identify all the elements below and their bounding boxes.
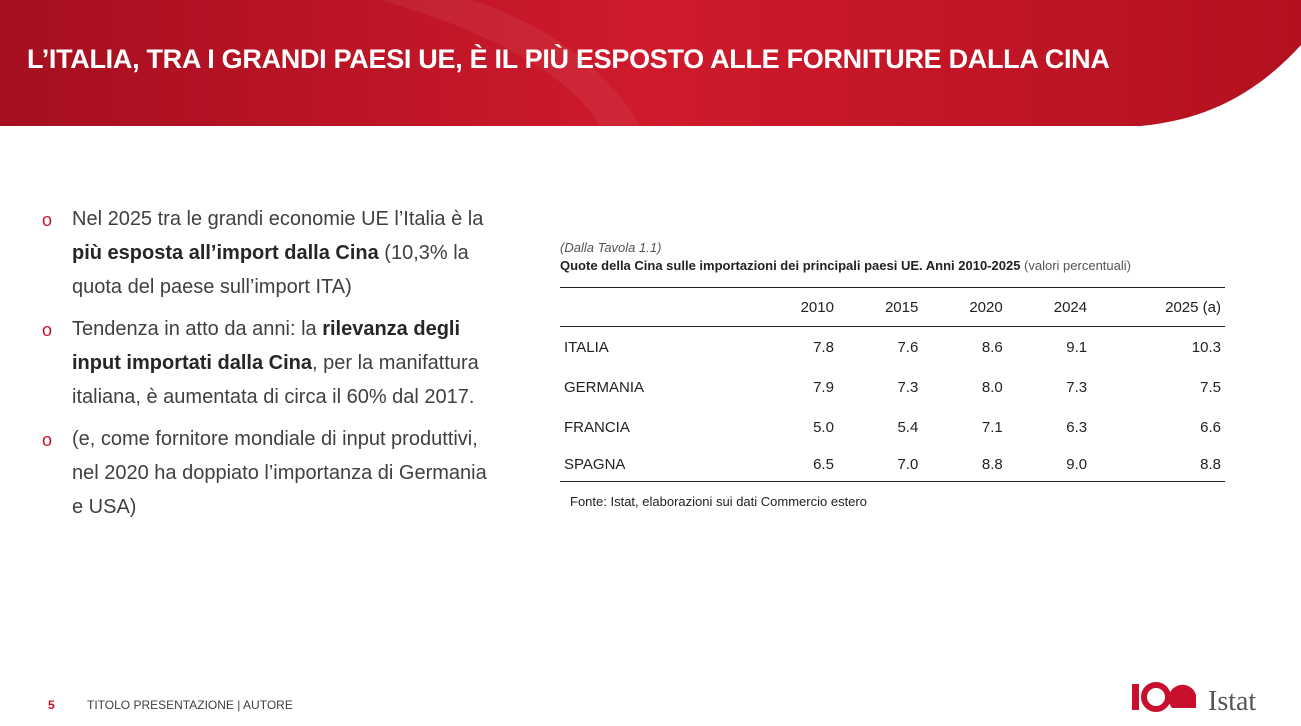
- bold-text: più esposta all’import dalla Cina: [72, 242, 379, 264]
- text: (e, come fornitore mondiale di input pro…: [72, 428, 487, 518]
- text: Tendenza in atto da anni: la: [72, 318, 323, 340]
- row-label: FRANCIA: [564, 418, 630, 436]
- column-header: 2010: [753, 287, 838, 327]
- cell: 8.0: [981, 378, 1003, 396]
- cell: 8.6: [981, 338, 1003, 356]
- cell: 9.1: [1066, 338, 1088, 356]
- page-number: 5: [48, 698, 55, 712]
- column-header: 2015: [837, 287, 923, 327]
- bullet: (e, come fornitore mondiale di input pro…: [42, 422, 502, 524]
- table-block: (Dalla Tavola 1.1) Quote della Cina sull…: [560, 240, 1225, 509]
- cell: 6.5: [753, 447, 838, 482]
- bold-text: rilevanza degli input importati dalla Ci…: [72, 318, 461, 374]
- header-banner: [0, 0, 1301, 126]
- column-header: 2020: [922, 287, 1007, 327]
- bullet: Nel 2025 tra le grandi economie UE l’Ita…: [42, 202, 502, 304]
- cell: 7.3: [1066, 378, 1088, 396]
- table-title-line: Quote della Cina sulle importazioni dei …: [560, 258, 1225, 273]
- table-title: Quote della Cina sulle importazioni dei …: [560, 258, 1021, 273]
- cell: 7.8: [813, 338, 834, 356]
- table-unit: (valori percentuali): [1024, 258, 1131, 273]
- row: ITALIA 7.8 7.6 8.6 9.1 10.3: [560, 327, 1225, 368]
- cell: 9.0: [1006, 447, 1092, 482]
- logo-text: Istat: [1208, 686, 1256, 717]
- logo: Istat: [1132, 682, 1256, 717]
- cell: 7.5: [1200, 378, 1221, 396]
- cell: 7.6: [897, 338, 919, 356]
- cell: 10.3: [1191, 338, 1221, 356]
- slide-title: L’ITALIA, TRA I GRANDI PAESI UE, È IL PI…: [27, 44, 1110, 74]
- bullet-list: Nel 2025 tra le grandi economie UE l’Ita…: [42, 202, 502, 532]
- cell: 5.0: [813, 418, 834, 436]
- row-label: ITALIA: [564, 338, 609, 356]
- cell: 7.3: [897, 378, 919, 396]
- header-row: 2010 2015 2020 2024 2025 (a): [560, 287, 1225, 327]
- row: SPAGNA 6.5 7.0 8.8 9.0 8.8: [560, 447, 1225, 482]
- bullet: Tendenza in atto da anni: la rilevanza d…: [42, 312, 502, 414]
- cell: 6.3: [1066, 418, 1088, 436]
- cell: 7.1: [981, 418, 1003, 436]
- cell: 8.8: [1091, 447, 1225, 482]
- cell: 7.9: [813, 378, 834, 396]
- row: FRANCIA 5.0 5.4 7.1 6.3 6.6: [560, 407, 1225, 447]
- text: , per la manifattura italiana, è aumenta…: [72, 352, 479, 408]
- cell: 5.4: [897, 418, 919, 436]
- corner-cell: [560, 287, 754, 327]
- text: Nel 2025 tra le grandi economie UE l’Ita…: [72, 208, 484, 230]
- column-header: 2024: [1006, 287, 1092, 327]
- cell: 8.8: [922, 447, 1007, 482]
- cell: 7.0: [837, 447, 923, 482]
- row: GERMANIA 7.9 7.3 8.0 7.3 7.5: [560, 367, 1225, 407]
- text: (10,3% la quota del paese sull’import IT…: [72, 242, 469, 298]
- cell: 6.6: [1200, 418, 1221, 436]
- table: 2010 2015 2020 2024 2025 (a) ITALIA 7.8 7.6 8.6 9…: [560, 287, 1225, 482]
- row-label: SPAGNA: [560, 447, 754, 482]
- table-ref: (Dalla Tavola 1.1): [560, 240, 662, 255]
- column-header: 2025 (a): [1091, 287, 1225, 327]
- footer-text: TITOLO PRESENTAZIONE | AUTORE: [87, 698, 293, 712]
- table-note: Fonte: Istat, elaborazioni sui dati Comm…: [570, 494, 867, 509]
- row-label: GERMANIA: [564, 378, 645, 396]
